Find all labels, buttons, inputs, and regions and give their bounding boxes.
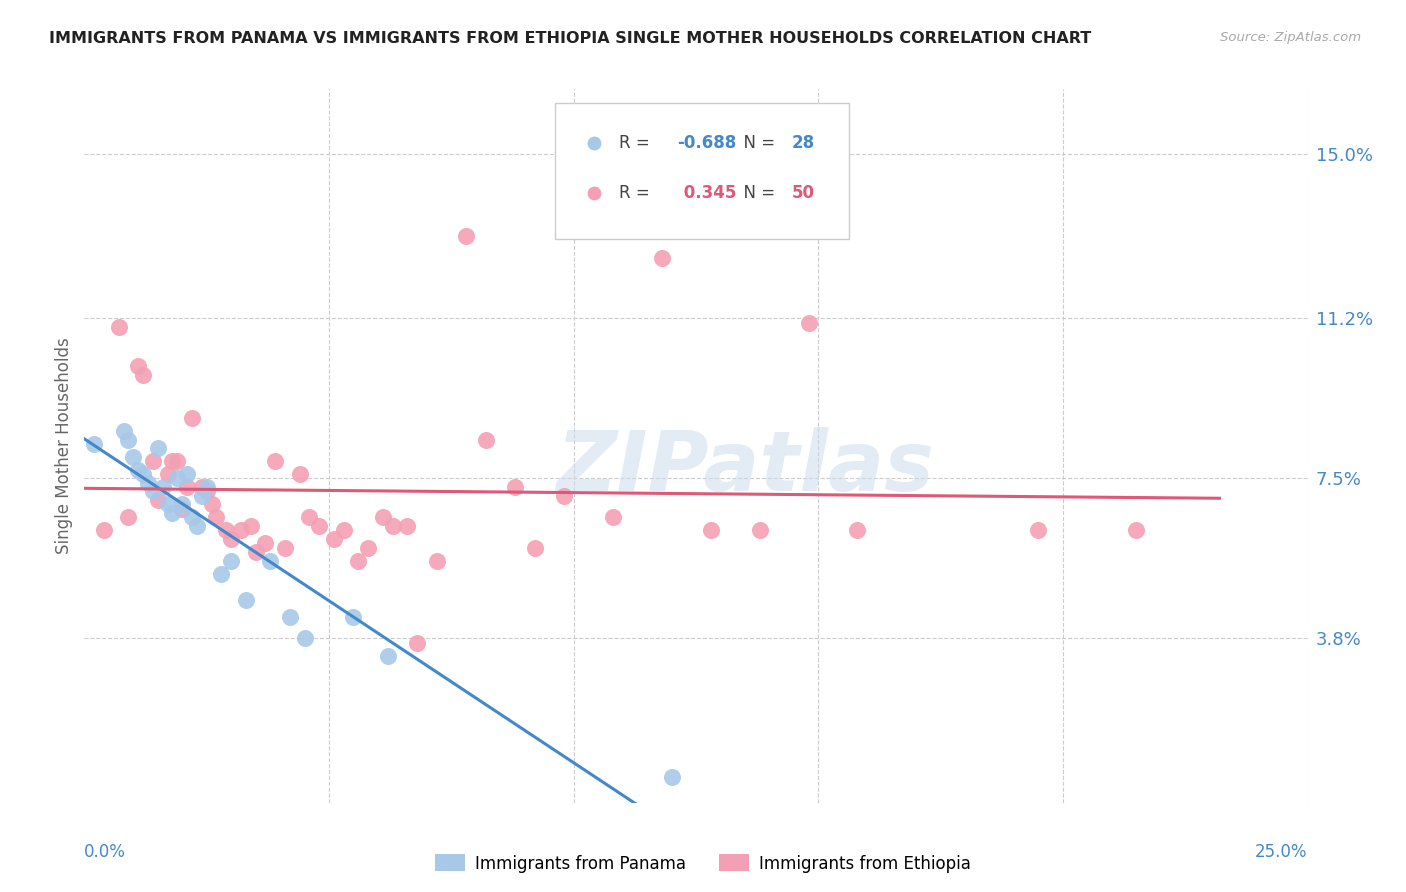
Point (181, 410, 204, 425)
Point (136, 475, 159, 490)
Point (553, 489, 575, 503)
Point (503, 480, 526, 494)
Point (298, 510, 321, 524)
Point (172, 497, 194, 511)
Text: ZIPatlas: ZIPatlas (555, 427, 934, 508)
Point (322, 532, 344, 546)
Text: 25.0%: 25.0% (1256, 843, 1308, 861)
Point (205, 510, 228, 524)
Point (122, 450, 145, 464)
Point (371, 510, 394, 524)
Text: R =: R = (619, 184, 655, 202)
Text: 28: 28 (792, 134, 814, 152)
Point (357, 541, 380, 555)
Point (274, 541, 297, 555)
Text: Source: ZipAtlas.com: Source: ZipAtlas.com (1220, 31, 1361, 45)
Point (278, 610, 301, 624)
Point (156, 497, 179, 511)
Point (239, 519, 262, 533)
Point (93, 524, 115, 538)
Point (127, 463, 149, 477)
Point (426, 553, 449, 567)
Point (176, 480, 198, 494)
Point (245, 545, 267, 559)
Point (254, 536, 277, 550)
Point (229, 524, 252, 538)
Point (127, 359, 149, 373)
Point (146, 493, 169, 508)
Point (288, 467, 311, 482)
Point (162, 454, 184, 468)
Point (142, 484, 165, 499)
Point (172, 501, 194, 516)
Point (195, 484, 218, 499)
Point (1028, 524, 1050, 538)
Text: N =: N = (733, 134, 780, 152)
Point (699, 524, 721, 538)
Text: R =: R = (619, 134, 655, 152)
Text: 0.0%: 0.0% (84, 843, 127, 861)
Point (166, 471, 188, 485)
Point (294, 632, 316, 646)
Point (748, 524, 770, 538)
Point (846, 524, 869, 538)
Point (146, 441, 169, 455)
Point (117, 433, 139, 447)
Point (181, 510, 204, 524)
Point (264, 454, 287, 468)
Point (156, 467, 179, 482)
Point (83, 437, 105, 451)
Point (651, 251, 673, 265)
Point (132, 467, 155, 482)
Point (132, 368, 155, 382)
Point (1125, 524, 1147, 538)
Point (195, 480, 218, 494)
Point (219, 553, 242, 567)
Point (332, 524, 354, 538)
Text: N =: N = (733, 184, 780, 202)
Text: -0.688: -0.688 (678, 134, 737, 152)
Point (454, 229, 477, 244)
Point (474, 433, 496, 447)
Legend: Immigrants from Panama, Immigrants from Ethiopia: Immigrants from Panama, Immigrants from … (429, 847, 977, 880)
Point (112, 424, 135, 438)
Text: 0.345: 0.345 (678, 184, 735, 202)
Point (176, 467, 198, 482)
Point (797, 316, 820, 330)
Point (107, 320, 129, 334)
Text: IMMIGRANTS FROM PANAMA VS IMMIGRANTS FROM ETHIOPIA SINGLE MOTHER HOUSEHOLDS CORR: IMMIGRANTS FROM PANAMA VS IMMIGRANTS FRO… (49, 31, 1091, 46)
Point (162, 506, 184, 520)
Point (117, 510, 139, 524)
Point (191, 489, 214, 503)
Point (342, 610, 364, 624)
Point (215, 524, 238, 538)
Point (191, 480, 214, 494)
Point (602, 510, 624, 524)
Point (219, 532, 242, 546)
Point (235, 592, 257, 607)
Point (259, 553, 281, 567)
Point (377, 648, 399, 663)
Text: 50: 50 (792, 184, 814, 202)
Point (381, 519, 404, 533)
Point (166, 454, 188, 468)
FancyBboxPatch shape (555, 103, 849, 239)
Point (186, 519, 208, 533)
Point (347, 553, 370, 567)
Point (406, 636, 429, 650)
Point (200, 497, 222, 511)
Point (142, 454, 165, 468)
Point (661, 770, 683, 784)
Y-axis label: Single Mother Households: Single Mother Households (55, 338, 73, 554)
Point (396, 519, 419, 533)
Point (308, 519, 330, 533)
Point (152, 480, 174, 494)
Point (209, 566, 232, 581)
Point (523, 541, 546, 555)
